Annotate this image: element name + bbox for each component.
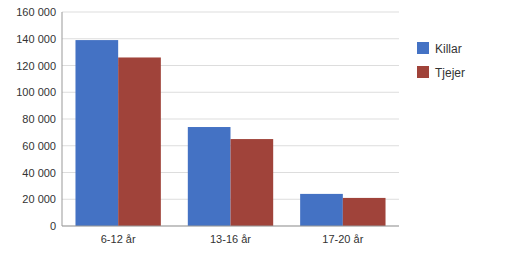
legend-swatch [417,42,429,54]
x-axis-line [62,226,399,227]
grid-line [62,38,399,39]
y-tick-label: 80 000 [22,113,56,125]
chart-svg: 0 20 000 40 000 60 000 80 000 100 000 120 000 1… [0,0,509,254]
legend-label: Tjejer [435,66,465,80]
y-tick-label: 60 000 [22,140,56,152]
bars [75,40,385,226]
grid-line [62,226,399,227]
x-tick-label: 13-16 år [210,233,251,245]
bar [300,194,343,226]
y-tick-label: 160 000 [16,6,56,18]
x-tick-label: 6-12 år [101,233,136,245]
bar [343,198,386,226]
bar [188,127,231,226]
y-axis: 0 20 000 40 000 60 000 80 000 100 000 120 000 1… [16,6,399,232]
grid-line [62,12,399,13]
x-axis: 6-12 år 13-16 år 17-20 år [101,233,364,245]
bar [118,57,161,226]
y-tick-label: 40 000 [22,167,56,179]
y-tick-label: 120 000 [16,60,56,72]
bar [75,40,118,226]
x-tick-label: 17-20 år [322,233,363,245]
legend: Killar Tjejer [417,42,465,80]
y-tick-label: 0 [50,220,56,232]
y-tick-label: 100 000 [16,86,56,98]
chart-container: 0 20 000 40 000 60 000 80 000 100 000 120 000 1… [0,0,509,254]
y-axis-line [62,12,63,226]
bar [231,139,274,226]
y-tick-label: 20 000 [22,193,56,205]
legend-label: Killar [435,42,462,56]
legend-swatch [417,66,429,78]
y-tick-label: 140 000 [16,33,56,45]
